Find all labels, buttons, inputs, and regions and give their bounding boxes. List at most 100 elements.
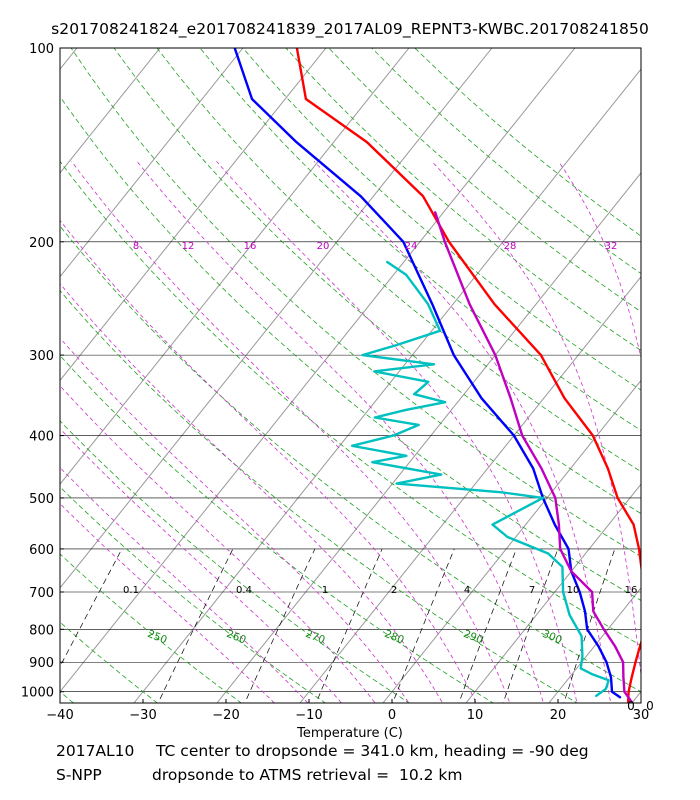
moist-adiabat-line <box>60 337 410 703</box>
caption-satellite: S-NPP <box>56 766 102 784</box>
mixing-ratio-label: 0.4 <box>236 585 252 596</box>
mixing-ratio-label: 7 <box>529 585 535 596</box>
y-tick-label: 700 <box>29 586 54 601</box>
dry-adiabat-label: 280 <box>383 628 406 647</box>
x-tick-label: 0 <box>388 708 396 723</box>
y-tick-label: 200 <box>29 236 54 251</box>
moist-adiabat-line <box>60 385 376 703</box>
dry-adiabat-line <box>60 289 579 703</box>
profile-red-profile <box>295 48 641 703</box>
moist-adiabat-line <box>216 161 578 703</box>
isotherm-line <box>465 483 641 703</box>
moist-adiabat-label: 16 <box>244 241 257 252</box>
y-tick-label: 100 <box>29 42 54 57</box>
isotherm-line <box>60 48 410 486</box>
y-tick-label: 900 <box>29 656 54 671</box>
moist-adiabat-line <box>60 503 275 703</box>
profile-cyan-dewpoint <box>350 260 610 698</box>
moist-adiabat-label: 24 <box>405 241 418 252</box>
dry-adiabat-line <box>199 48 641 431</box>
x-tick-label: −40 <box>46 708 73 723</box>
dry-adiabat-label: 300 <box>541 628 564 647</box>
profile-blue-profile <box>233 48 622 699</box>
moist-adiabat-line <box>60 466 309 703</box>
dry-adiabat-line <box>60 420 411 703</box>
dry-adiabat-label: 270 <box>304 628 327 647</box>
isotherm-line <box>60 48 244 278</box>
isotherm-line <box>60 48 161 174</box>
dry-adiabat-label: 250 <box>146 628 169 647</box>
x-tick-label: 30 <box>633 708 650 723</box>
y-tick-label: 800 <box>29 623 54 638</box>
caption-storm-id: 2017AL10 <box>56 742 135 760</box>
isotherm-line <box>631 690 641 703</box>
caption-retrieval-distance: dropsonde to ATMS retrieval = 10.2 km <box>152 766 463 784</box>
x-tick-label: −10 <box>295 708 322 723</box>
dry-adiabat-line <box>70 48 641 557</box>
moist-adiabat-line <box>60 282 443 703</box>
moist-adiabat-line <box>60 219 477 703</box>
dry-adiabat-line <box>60 225 641 693</box>
mixing-ratio-label: 0.1 <box>123 585 139 596</box>
chart-title: s201708241824_e201708241839_2017AL09_REP… <box>51 20 649 38</box>
isotherm-line <box>299 275 641 703</box>
moist-adiabat-line <box>313 161 611 703</box>
dry-adiabat-line <box>60 160 641 647</box>
isotherm-line <box>382 379 641 703</box>
x-tick-label: −30 <box>129 708 156 723</box>
moist-adiabat-label: 28 <box>504 241 517 252</box>
isotherm-line <box>548 587 641 703</box>
mixing-ratio-label: 2 <box>391 585 397 596</box>
y-tick-label: 300 <box>29 349 54 364</box>
dry-adiabat-line <box>60 486 327 703</box>
x-tick-label: 10 <box>467 708 484 723</box>
mixing-ratio-line <box>563 548 616 703</box>
isotherm-line <box>60 48 576 693</box>
mixing-ratio-line <box>60 548 123 668</box>
isotherm-line <box>60 48 493 589</box>
mixing-ratio-label: 10 <box>567 585 580 596</box>
mixing-ratio-label: 1 <box>322 585 328 596</box>
dry-adiabat-line <box>285 48 641 351</box>
dry-adiabat-line <box>60 621 159 703</box>
x-tick-label: −20 <box>212 708 239 723</box>
mixing-ratio-label: 16 <box>625 585 638 596</box>
dry-adiabat-label: 290 <box>462 628 485 647</box>
moist-adiabat-label: 12 <box>182 241 195 252</box>
moist-adiabat-line <box>60 428 343 703</box>
mixing-ratio-line <box>392 548 455 703</box>
dry-adiabat-line <box>60 553 243 703</box>
moist-adiabat-label: 20 <box>317 241 330 252</box>
mixing-ratio-line <box>502 548 559 703</box>
mixing-ratio-line <box>157 548 234 703</box>
x-tick-label: 20 <box>550 708 567 723</box>
dry-adiabat-line <box>328 48 641 313</box>
mixing-ratio-line <box>244 548 316 703</box>
y-tick-label: 600 <box>29 543 54 558</box>
moist-adiabat-line <box>136 161 544 703</box>
x-axis-label: Temperature (C) <box>296 726 403 741</box>
y-tick-label: 400 <box>29 430 54 445</box>
dry-adiabat-line <box>113 48 641 514</box>
moist-adiabat-label: 32 <box>605 241 618 252</box>
caption-tc-distance: TC center to dropsonde = 341.0 km, headi… <box>156 742 589 760</box>
plot-frame <box>59 47 642 704</box>
profile-magenta-retrieval <box>434 211 634 703</box>
dry-adiabat-line <box>60 354 494 703</box>
mixing-ratio-label: 4 <box>464 585 470 596</box>
isotherm-line <box>216 172 641 703</box>
dry-adiabat-label: 260 <box>225 628 248 647</box>
y-tick-label: 1000 <box>21 686 54 701</box>
corner-label: 0 <box>646 699 654 713</box>
corner-label: 0 <box>627 699 635 713</box>
moist-adiabat-label: 8 <box>133 241 139 252</box>
mixing-ratio-line <box>458 548 517 703</box>
mixing-ratio-line <box>315 548 383 703</box>
y-tick-label: 500 <box>29 492 54 507</box>
moist-adiabat-line <box>431 161 641 679</box>
isotherm-line <box>60 48 78 71</box>
dry-adiabat-line <box>156 48 641 473</box>
moist-adiabat-line <box>71 161 511 703</box>
dry-adiabat-line <box>60 95 641 601</box>
